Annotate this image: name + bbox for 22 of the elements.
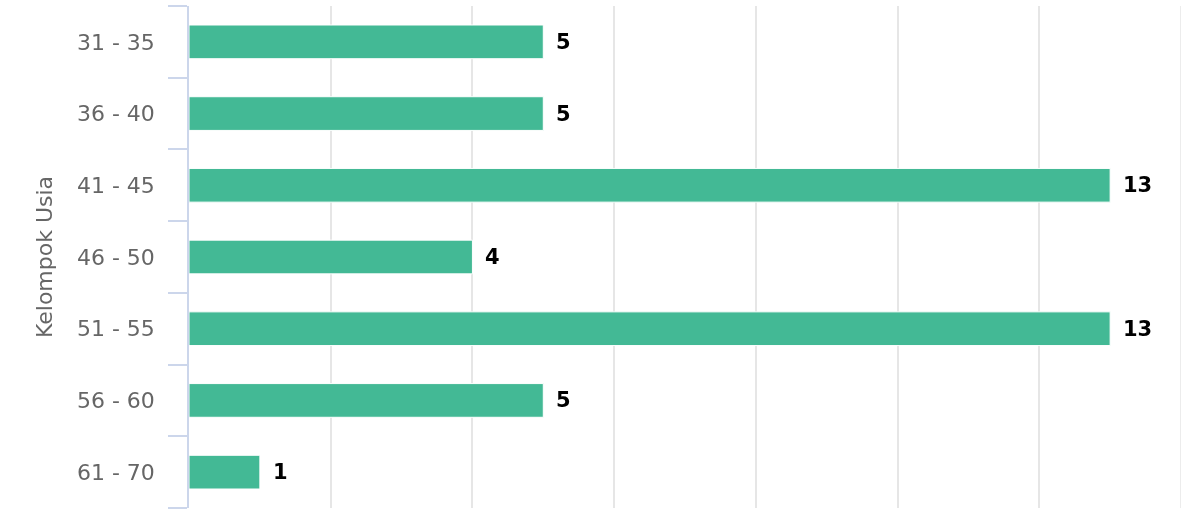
- y-tick-label: 51 - 55: [76, 316, 155, 342]
- bar: [189, 167, 1111, 203]
- bar: [189, 454, 261, 490]
- data-label: 13: [1123, 173, 1153, 197]
- bar: [189, 24, 544, 60]
- bar: [189, 239, 473, 275]
- data-label: 5: [556, 102, 571, 126]
- bar: [189, 311, 1111, 347]
- y-tick-label: 41 - 45: [76, 172, 155, 198]
- y-axis-title: Kelompok Usia: [32, 175, 58, 339]
- bar: [189, 383, 544, 418]
- data-label: 5: [556, 30, 571, 54]
- y-tick-label: 56 - 60: [76, 388, 155, 414]
- data-label: 4: [485, 245, 500, 269]
- y-tick-label: 46 - 50: [76, 244, 155, 270]
- data-label: 13: [1123, 317, 1153, 341]
- y-tick-label: 61 - 70: [76, 459, 155, 485]
- bar: [189, 96, 544, 131]
- y-tick-label: 36 - 40: [76, 101, 155, 127]
- data-label: 5: [556, 388, 571, 412]
- y-tick-label: 31 - 35: [76, 29, 155, 55]
- data-label: 1: [273, 460, 288, 484]
